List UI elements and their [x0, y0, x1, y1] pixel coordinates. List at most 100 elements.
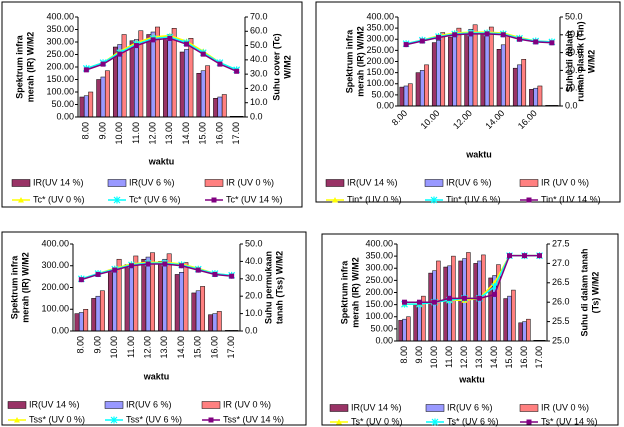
bar — [398, 320, 403, 342]
bar — [134, 39, 139, 118]
y2-tick-label: 10.0 — [245, 308, 263, 318]
bar — [171, 28, 177, 118]
y-axis-title: merah (IR) W/M2 — [20, 252, 30, 323]
y-tick-label: 50.00 — [370, 323, 393, 333]
marker — [145, 261, 151, 267]
marker — [234, 68, 240, 74]
legend-swatch — [201, 401, 221, 409]
y2-axis-title: Suhu di dalam — [564, 31, 574, 93]
marker — [332, 197, 338, 203]
legend-swatch — [11, 179, 31, 187]
bar — [74, 313, 80, 332]
y2-tick-label: 60.0 — [250, 26, 268, 36]
x-tick-label: 8.00 — [76, 336, 86, 354]
bar — [163, 36, 168, 118]
marker — [549, 40, 555, 46]
y-axis-title: merah (IR) W/M2 — [355, 26, 365, 97]
legend-swatch — [519, 404, 539, 412]
y-tick-label: 100.00 — [365, 311, 393, 321]
marker — [436, 34, 441, 40]
y-tick-label: 400.00 — [366, 11, 394, 21]
y2-tick-label: 0.0 — [250, 111, 263, 121]
y2-axis-title: tanah (Tss) W/M2 — [274, 251, 284, 324]
bar — [141, 258, 147, 332]
bar — [417, 301, 422, 342]
x-tick-label: 8.00 — [81, 122, 91, 140]
bar — [452, 35, 458, 107]
marker — [417, 299, 422, 305]
bar — [472, 24, 478, 107]
bar — [179, 272, 184, 332]
y-tick-label: 150.00 — [46, 74, 74, 84]
bar — [488, 26, 494, 107]
bar — [440, 32, 446, 107]
x-tick-label: 16.00 — [214, 122, 224, 145]
x-tick-label: 13.00 — [474, 346, 484, 369]
y2-axis-title: Suhu cover (Tc) — [271, 33, 281, 100]
x-axis-title: waktu — [458, 374, 485, 384]
bar — [526, 318, 531, 342]
x-tick-label: 16.00 — [209, 336, 219, 359]
y2-tick-label: 20.0 — [565, 65, 583, 75]
y-tick-label: 400.00 — [46, 11, 74, 21]
bar — [158, 261, 163, 332]
legend-label: IR(UV 6 %) — [447, 402, 493, 412]
marker — [468, 31, 474, 37]
bar — [518, 322, 523, 342]
marker — [431, 418, 439, 426]
legend-label: Tc* (UV 0 %) — [33, 194, 85, 204]
marker — [150, 37, 156, 43]
bar — [217, 96, 223, 118]
panel-border — [321, 233, 619, 426]
bar — [221, 94, 227, 118]
bar — [213, 98, 219, 118]
bar — [107, 269, 113, 332]
x-axis-title: waktu — [143, 371, 170, 381]
y2-axis-title: Suhu di dalam tanah — [579, 248, 589, 336]
y2-tick-label: 27.5 — [552, 238, 570, 248]
y-tick-label: 50.00 — [51, 99, 74, 109]
legend-label: IR(UV 14 %) — [29, 399, 80, 409]
bar — [436, 40, 441, 107]
bar — [533, 87, 539, 107]
y2-tick-label: 50.0 — [245, 238, 263, 248]
bar — [468, 28, 474, 107]
x-tick-label: 15.00 — [193, 336, 203, 359]
bar — [129, 40, 135, 118]
x-tick-label: 17.00 — [226, 336, 236, 359]
marker — [507, 253, 512, 259]
y-tick-label: 100.00 — [41, 304, 69, 314]
y2-tick-label: 0.0 — [565, 100, 578, 110]
x-axis-title: waktu — [148, 156, 175, 166]
bar — [505, 35, 510, 107]
legend-label: Tin* (UV 0 %) — [347, 194, 402, 204]
marker — [462, 295, 467, 301]
bar — [456, 27, 462, 107]
marker — [517, 36, 522, 42]
y-tick-label: 200.00 — [46, 61, 74, 71]
marker — [211, 197, 217, 203]
bar — [100, 76, 106, 118]
bar — [443, 266, 448, 342]
bar — [511, 289, 516, 342]
bar — [205, 65, 211, 118]
marker — [526, 419, 532, 425]
legend-label: Ts* (UV 0 %) — [351, 416, 403, 426]
x-tick-label: 13.00 — [164, 122, 174, 145]
x-tick-label: 17.00 — [534, 346, 544, 369]
x-tick-label: 14.00 — [489, 346, 499, 369]
marker — [447, 295, 452, 301]
x-tick-label: 9.00 — [97, 122, 107, 140]
line — [81, 263, 232, 281]
line — [86, 34, 237, 71]
marker — [110, 416, 118, 424]
marker — [184, 41, 190, 47]
bar — [480, 33, 486, 107]
marker — [432, 299, 437, 305]
bar — [195, 290, 201, 332]
legend-swatch — [7, 401, 27, 409]
bar — [91, 298, 97, 332]
y2-tick-label: 0.0 — [245, 325, 258, 335]
x-tick-label: 14.00 — [483, 108, 506, 131]
bar — [112, 267, 118, 332]
